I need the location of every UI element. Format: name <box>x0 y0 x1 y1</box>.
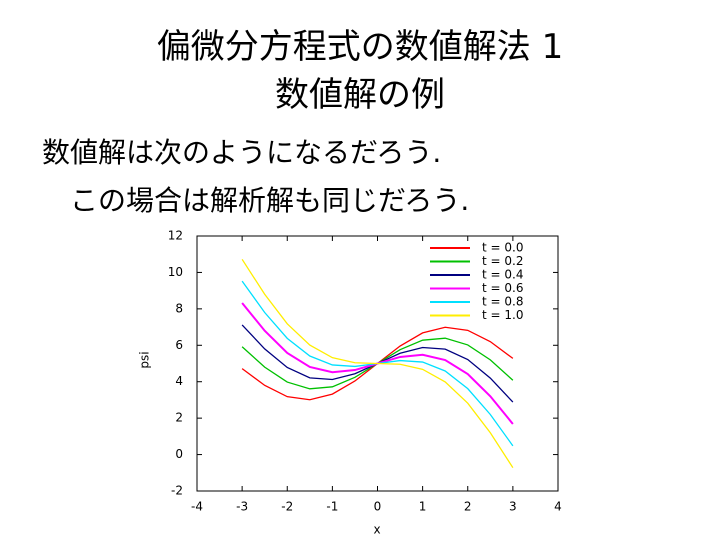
x-tick-label: -4 <box>191 500 203 514</box>
y-tick-label: 8 <box>175 301 183 315</box>
slide-title: 偏微分方程式の数値解法 1 <box>157 27 563 67</box>
x-tick-label: -1 <box>326 500 338 514</box>
y-tick-label: -2 <box>171 484 183 498</box>
legend-label: t = 0.6 <box>482 281 523 295</box>
x-tick-label: 0 <box>374 500 382 514</box>
y-tick-label: 10 <box>168 265 183 279</box>
legend-label: t = 1.0 <box>482 308 523 322</box>
y-tick-label: 6 <box>175 338 183 352</box>
legend-label: t = 0.0 <box>482 241 523 255</box>
legend-label: t = 0.8 <box>482 295 523 309</box>
x-tick-label: 2 <box>464 500 472 514</box>
y-tick-label: 12 <box>168 229 183 243</box>
y-axis-label: psi <box>138 351 152 368</box>
slide-subtitle: 数値解の例 <box>275 75 445 115</box>
legend-label: t = 0.2 <box>482 254 523 268</box>
y-tick-label: 2 <box>175 411 183 425</box>
x-tick-label: -3 <box>236 500 248 514</box>
x-tick-label: -2 <box>281 500 293 514</box>
body-text: この場合は解析解も同じだろう. <box>70 184 469 217</box>
x-tick-label: 3 <box>509 500 517 514</box>
series-line <box>241 258 514 469</box>
y-tick-label: 0 <box>175 447 183 461</box>
x-axis-label: x <box>373 523 380 537</box>
x-tick-label: 1 <box>419 500 427 514</box>
y-tick-label: 4 <box>175 374 183 388</box>
legend-label: t = 0.4 <box>482 268 523 282</box>
body-text: 数値解は次のようになるだろう. <box>42 136 441 169</box>
x-tick-label: 4 <box>554 500 562 514</box>
